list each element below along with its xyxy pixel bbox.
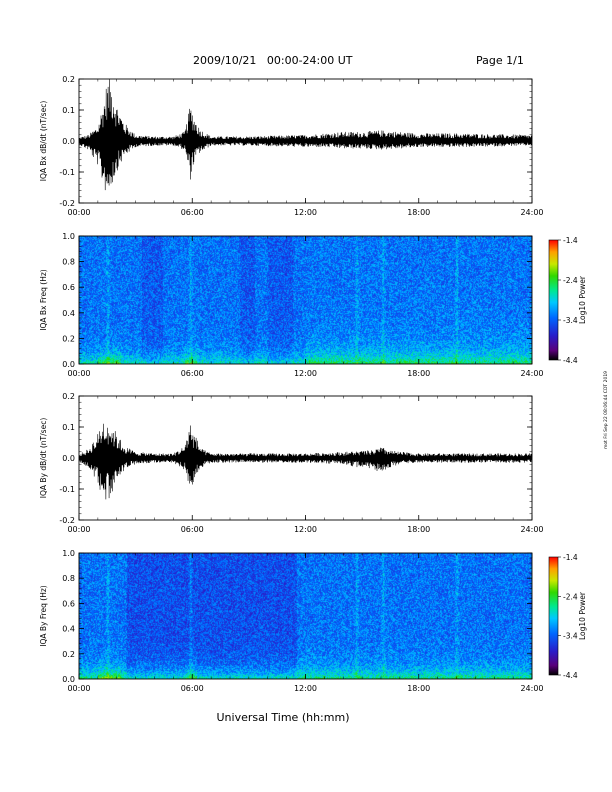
panel-2: 1.0 0.8 0.6 0.4 0.2 0.000:00 06:00 12:00 18:00 24…	[39, 232, 587, 378]
plot-frame	[78, 78, 533, 204]
y-axis-label: IQA Bx dB/dt (nT/sec)	[39, 101, 48, 182]
colorbar-tick-label: -3.4	[563, 316, 578, 325]
date-range-title: 2009/10/21 00:00-24:00 UT	[193, 54, 353, 67]
y-tick-label: 0.2	[62, 334, 75, 343]
y-tick-label: 0.1	[62, 106, 75, 115]
y-tick-label: 0.4	[62, 309, 75, 318]
y-tick-label: 0.2	[62, 75, 75, 84]
spectrogram-image	[79, 236, 532, 364]
waveform-trace	[78, 79, 533, 191]
y-tick-label: 1.0	[62, 232, 75, 241]
y-tick-label: 0.1	[62, 423, 75, 432]
x-axis-title: Universal Time (hh:mm)	[217, 711, 350, 724]
waveform-trace	[78, 423, 533, 500]
colorbar-tick-label: -1.4	[563, 236, 578, 245]
panel-1: 0.2 0.1 0.0 -0.1 -0.200:00 06:00 12:00 18:00 24:…	[39, 75, 544, 217]
y-axis-label: IQA By dB/dt (nT/sec)	[39, 418, 48, 499]
y-tick-label: -0.2	[59, 199, 75, 208]
y-tick-label: 0.2	[62, 392, 75, 401]
x-tick-label: 06:00	[181, 369, 204, 378]
spectrogram-image	[79, 553, 532, 679]
x-tick-label: 00:00	[67, 684, 90, 693]
plot-frame	[78, 552, 533, 680]
y-tick-label: 0.2	[62, 650, 75, 659]
y-axis-label: IQA By Freq (Hz)	[39, 585, 48, 647]
colorbar-tick-label: -4.4	[563, 356, 578, 365]
colorbar	[548, 556, 559, 676]
x-tick-label: 18:00	[407, 684, 430, 693]
x-tick-label: 24:00	[520, 208, 543, 217]
x-tick-label: 00:00	[67, 525, 90, 534]
x-tick-label: 24:00	[520, 525, 543, 534]
panel-4: 1.0 0.8 0.6 0.4 0.2 0.000:00 06:00 12:00 18:00 24…	[39, 549, 587, 693]
colorbar-label: Log10 Power	[578, 591, 587, 640]
x-tick-label: 06:00	[181, 525, 204, 534]
y-tick-label: 0.0	[62, 360, 75, 369]
timestamp-note: mot Fri Sep 22 08:06:44 CDT 2019	[603, 371, 609, 449]
y-tick-label: -0.1	[59, 485, 75, 494]
x-tick-label: 12:00	[294, 208, 317, 217]
plot-frame	[78, 395, 533, 521]
y-axis-label: IQA Bx Freq (Hz)	[39, 269, 48, 331]
x-tick-label: 06:00	[181, 684, 204, 693]
x-tick-label: 06:00	[181, 208, 204, 217]
x-tick-label: 18:00	[407, 525, 430, 534]
y-tick-label: 0.6	[62, 599, 75, 608]
y-tick-label: 0.6	[62, 283, 75, 292]
colorbar-tick-label: -2.4	[563, 592, 578, 601]
x-tick-label: 24:00	[520, 684, 543, 693]
x-tick-label: 12:00	[294, 525, 317, 534]
colorbar-tick-label: -1.4	[563, 553, 578, 562]
colorbar-tick-label: -4.4	[563, 671, 578, 680]
y-tick-label: 0.4	[62, 625, 75, 634]
panel-3: 0.2 0.1 0.0 -0.1 -0.200:00 06:00 12:00 18:00 24:…	[39, 392, 544, 534]
x-tick-label: 00:00	[67, 208, 90, 217]
x-tick-label: 12:00	[294, 369, 317, 378]
y-tick-label: 0.0	[62, 454, 75, 463]
x-tick-label: 00:00	[67, 369, 90, 378]
x-tick-label: 24:00	[520, 369, 543, 378]
y-tick-label: 0.0	[62, 137, 75, 146]
colorbar-label: Log10 Power	[578, 275, 587, 324]
y-tick-label: 0.8	[62, 258, 75, 267]
x-tick-label: 18:00	[407, 369, 430, 378]
page-number: Page 1/1	[476, 54, 524, 67]
y-tick-label: 1.0	[62, 549, 75, 558]
colorbar-tick-label: -3.4	[563, 632, 578, 641]
plot-frame	[78, 235, 533, 365]
y-tick-label: -0.1	[59, 168, 75, 177]
y-tick-label: 0.8	[62, 574, 75, 583]
colorbar-tick-label: -2.4	[563, 276, 578, 285]
y-tick-label: -0.2	[59, 516, 75, 525]
y-tick-label: 0.0	[62, 675, 75, 684]
x-tick-label: 18:00	[407, 208, 430, 217]
colorbar	[548, 239, 559, 361]
x-tick-label: 12:00	[294, 684, 317, 693]
